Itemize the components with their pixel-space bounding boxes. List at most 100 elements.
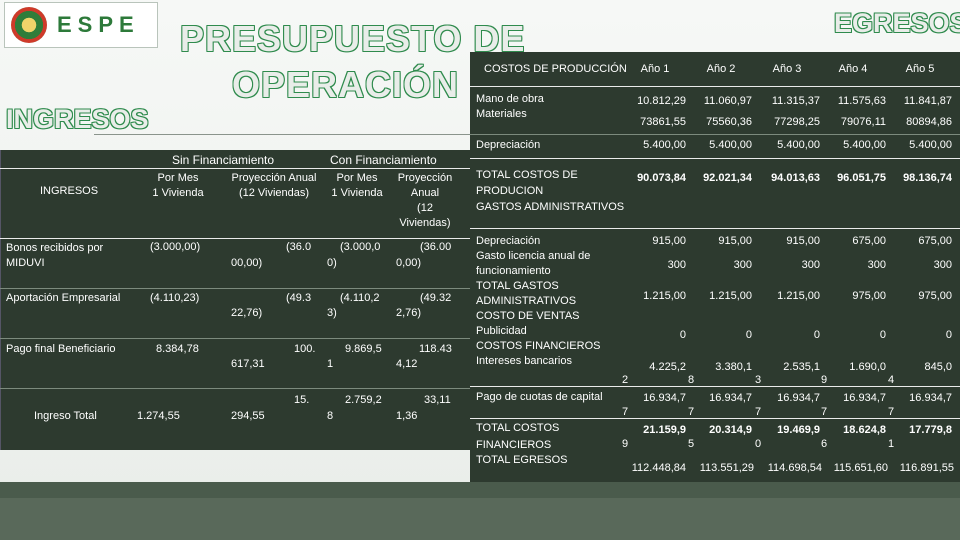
totales-labels: TOTAL COSTOS FINANCIEROS TOTAL EGRESOS bbox=[476, 422, 568, 466]
bonos-por-mes-con-a: (3.000,0 bbox=[340, 241, 381, 253]
group-con-financiamiento: Con Financiamiento bbox=[330, 153, 437, 167]
cuotas-y3-a: 16.934,7 bbox=[777, 392, 820, 404]
intereses-y1-a: 4.225,2 bbox=[649, 361, 686, 373]
bonos-anual-con-b: 0,00) bbox=[396, 257, 422, 269]
row-separator bbox=[0, 338, 470, 339]
total-egresos-y5: 116.891,55 bbox=[899, 462, 954, 474]
gastos-dep-y5: 675,00 bbox=[918, 235, 952, 247]
pago-por-mes-sin: 8.384,78 bbox=[156, 343, 199, 355]
publicidad-y2: 0 bbox=[745, 329, 752, 341]
aportacion-por-mes-con-b: 3) bbox=[327, 307, 337, 319]
licencia-y5: 300 bbox=[933, 259, 952, 271]
total-costos-label: TOTAL COSTOS DE PRODUCION GASTOS ADMINIS… bbox=[476, 169, 625, 213]
pago-anual-sin-b: 617,31 bbox=[231, 358, 265, 370]
row-label-aportacion: Aportación Empresarial bbox=[6, 292, 121, 304]
mano-obra-y1: 10.812,29 bbox=[637, 95, 686, 107]
aportacion-anual-con-b: 2,76) bbox=[396, 307, 422, 319]
mano-obra-y4: 11.575,63 bbox=[837, 95, 886, 107]
total-fin-y4-a: 18.624,8 bbox=[843, 424, 886, 436]
licencia-y4: 300 bbox=[867, 259, 886, 271]
bonos-anual-con-a: (36.00 bbox=[420, 241, 452, 253]
depreciacion-y4: 5.400,00 bbox=[843, 139, 886, 151]
cuotas-y3-b: 7 bbox=[755, 406, 762, 418]
row-separator bbox=[0, 388, 470, 389]
licencia-y2: 300 bbox=[733, 259, 752, 271]
ingresos-panel bbox=[0, 150, 471, 450]
year-3-header: Año 3 bbox=[772, 63, 802, 75]
row-separator bbox=[470, 418, 960, 419]
col-header-por-mes-sin: Por Mes 1 Vivienda bbox=[152, 172, 204, 199]
row-separator bbox=[470, 228, 960, 229]
total-fin-y2-b: 5 bbox=[688, 438, 695, 450]
col-header-anual-con: Proyección Anual (12 Viviendas) bbox=[397, 172, 453, 229]
egresos-panel bbox=[470, 52, 960, 482]
depreciacion-y2: 5.400,00 bbox=[709, 139, 752, 151]
cuotas-y2-a: 16.934,7 bbox=[709, 392, 752, 404]
total-egresos-y3: 114.698,54 bbox=[767, 462, 822, 474]
row-separator bbox=[0, 288, 470, 289]
mano-obra-y5: 11.841,87 bbox=[903, 95, 952, 107]
total-costos-y2: 92.021,34 bbox=[703, 172, 752, 184]
total-costos-y1: 90.073,84 bbox=[637, 172, 686, 184]
egresos-header-separator bbox=[470, 86, 960, 87]
group-sin-financiamiento: Sin Financiamiento bbox=[172, 153, 275, 167]
pago-anual-con-b: 4,12 bbox=[396, 358, 418, 370]
total-anual-con-a: 33,11 bbox=[424, 394, 451, 406]
pago-por-mes-con-a: 9.869,5 bbox=[345, 343, 382, 355]
year-4-header: Año 4 bbox=[838, 63, 868, 75]
total-fin-y5-b: 1 bbox=[888, 438, 895, 450]
total-gastos-y4: 975,00 bbox=[852, 290, 886, 302]
intereses-y3-a: 2.535,1 bbox=[783, 361, 820, 373]
bonos-anual-sin-b: 00,00) bbox=[231, 257, 263, 269]
intereses-y4-b: 9 bbox=[821, 374, 828, 386]
pago-anual-sin-a: 100. bbox=[294, 343, 316, 355]
costos-produccion-header: COSTOS DE PRODUCCIÓN bbox=[484, 63, 627, 75]
total-egresos-y2: 113.551,29 bbox=[699, 462, 754, 474]
gastos-dep-y2: 915,00 bbox=[718, 235, 752, 247]
publicidad-y1: 0 bbox=[679, 329, 686, 341]
total-anual-sin-b: 294,55 bbox=[231, 410, 265, 422]
cuotas-label: Pago de cuotas de capital bbox=[476, 391, 603, 403]
mano-obra-label: Mano de obra Materiales bbox=[476, 93, 544, 120]
depreciacion-y3: 5.400,00 bbox=[777, 139, 820, 151]
logo-text: ESPE bbox=[57, 12, 140, 37]
row-separator bbox=[470, 158, 960, 159]
col-header-anual-sin: Proyección Anual (12 Viviendas) bbox=[231, 172, 317, 199]
year-1-header: Año 1 bbox=[640, 63, 670, 75]
total-anual-con-b: 1,36 bbox=[396, 410, 418, 422]
bonos-anual-sin-a: (36.0 bbox=[286, 241, 312, 253]
pago-por-mes-con-b: 1 bbox=[327, 358, 334, 370]
pago-anual-con-a: 118.43 bbox=[419, 343, 452, 355]
title-divider bbox=[94, 134, 474, 135]
cuotas-y4-b: 7 bbox=[821, 406, 828, 418]
aportacion-anual-sin-a: (49.3 bbox=[286, 292, 312, 304]
licencia-y1: 300 bbox=[667, 259, 686, 271]
total-gastos-y1: 1.215,00 bbox=[643, 290, 686, 302]
header-bottom-separator bbox=[0, 238, 470, 239]
intereses-y5-b: 4 bbox=[888, 374, 895, 386]
row-label-ingreso-total: Ingreso Total bbox=[34, 410, 97, 422]
row-separator bbox=[470, 134, 960, 135]
gastos-dep-y3: 915,00 bbox=[786, 235, 820, 247]
bonos-por-mes-sin: (3.000,00) bbox=[150, 241, 201, 253]
total-fin-y2-a: 20.314,9 bbox=[709, 424, 752, 436]
gastos-dep-y1: 915,00 bbox=[652, 235, 686, 247]
total-egresos-y4: 115.651,60 bbox=[833, 462, 888, 474]
title-egresos: EGRESOS bbox=[834, 8, 960, 38]
cuotas-y5-b: 7 bbox=[888, 406, 895, 418]
total-gastos-y5: 975,00 bbox=[918, 290, 952, 302]
bonos-por-mes-con-b: 0) bbox=[327, 257, 337, 269]
total-fin-y3-a: 19.469,9 bbox=[777, 424, 820, 436]
total-fin-y5-a: 17.779,8 bbox=[909, 424, 952, 436]
mano-obra-y2: 11.060,97 bbox=[703, 95, 752, 107]
materiales-y2: 75560,36 bbox=[706, 116, 752, 128]
intereses-y5-a: 845,0 bbox=[924, 361, 952, 373]
depreciacion-label: Depreciación bbox=[476, 139, 541, 151]
row-label-pago-final: Pago final Beneficiario bbox=[6, 343, 116, 355]
row-label-bonos: Bonos recibidos por MIDUVI bbox=[6, 242, 104, 269]
intereses-y1-b: 2 bbox=[622, 374, 629, 386]
cuotas-y1-a: 16.934,7 bbox=[643, 392, 686, 404]
total-fin-y4-b: 6 bbox=[821, 438, 828, 450]
total-gastos-y2: 1.215,00 bbox=[709, 290, 752, 302]
